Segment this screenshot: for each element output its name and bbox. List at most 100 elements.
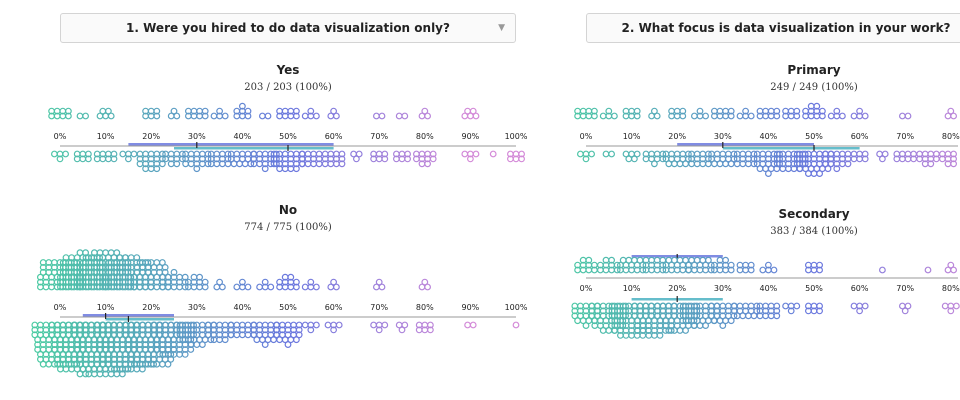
response-dot (950, 150, 957, 158)
question-selector-2[interactable]: 2. What focus is data visualization in y… (586, 13, 960, 43)
response-dot (62, 150, 69, 158)
response-dot (753, 307, 761, 315)
response-dot (518, 150, 525, 158)
response-dot (187, 336, 195, 344)
response-dot (773, 112, 781, 120)
response-dot (404, 150, 412, 158)
response-dot (736, 112, 744, 120)
response-dot (819, 112, 826, 120)
response-dot (421, 107, 429, 115)
response-dot (113, 249, 121, 257)
response-dot (76, 249, 84, 257)
response-dot (338, 150, 346, 158)
response-dot (170, 107, 178, 115)
response-dot (161, 264, 169, 271)
response-dot (464, 321, 472, 329)
response-dot (611, 112, 618, 120)
response-dot (793, 107, 801, 115)
tick-label: 50% (805, 284, 823, 293)
response-dot (727, 112, 735, 120)
response-dot (904, 112, 912, 120)
tick-label: 10% (623, 132, 641, 141)
response-dot (153, 165, 161, 173)
response-dot (651, 160, 658, 168)
response-dot (696, 322, 704, 330)
range-bar-bottom (105, 318, 174, 321)
response-dot (461, 150, 469, 158)
tick-label: 60% (851, 284, 869, 293)
response-dot (370, 321, 378, 329)
response-dot (613, 266, 621, 274)
response-dot (335, 321, 343, 329)
response-dot (153, 107, 161, 115)
tick-label: 90% (462, 132, 480, 141)
response-dot (722, 256, 729, 264)
response-dot (727, 261, 735, 269)
response-dot (196, 273, 204, 281)
response-dot (816, 307, 823, 315)
response-dot (773, 307, 781, 315)
response-dot (293, 336, 300, 344)
response-dot (671, 256, 678, 264)
tick-label: 50% (279, 132, 297, 141)
response-dot (84, 150, 92, 158)
response-dot (750, 150, 758, 158)
response-dot (819, 107, 826, 115)
response-dot (816, 266, 823, 274)
response-dot (682, 160, 689, 168)
response-dot (102, 249, 109, 257)
chevron-down-icon: ▼ (498, 23, 505, 33)
response-dot (656, 332, 664, 339)
response-dot (727, 317, 735, 325)
response-dot (950, 112, 957, 120)
response-dot (284, 341, 292, 349)
response-dot (64, 107, 72, 115)
response-dot (375, 326, 383, 334)
response-dot (158, 360, 166, 368)
response-dot (605, 327, 613, 334)
response-dot (773, 312, 781, 320)
response-dot (608, 256, 615, 264)
response-dot (181, 273, 189, 281)
response-dot (693, 256, 701, 264)
tick-label: 80% (416, 132, 434, 141)
response-dot (429, 155, 437, 163)
response-dot (947, 261, 955, 269)
response-dot (287, 273, 295, 281)
response-dot (899, 112, 906, 120)
response-dot (264, 112, 272, 120)
response-dot (861, 155, 869, 163)
response-dot (711, 160, 718, 168)
response-dot (759, 266, 767, 274)
response-dot (301, 283, 309, 291)
response-dot (204, 150, 212, 158)
response-dot (110, 150, 118, 158)
response-dot (702, 322, 709, 330)
chart-subtitle: 203 / 203 (100%) (244, 82, 332, 93)
response-dot (424, 160, 432, 168)
response-dot (653, 112, 661, 120)
tick-label: 20% (668, 132, 686, 141)
response-dot (150, 360, 158, 368)
response-dot (469, 107, 477, 115)
tick-label: 40% (234, 303, 252, 312)
response-dot (585, 256, 593, 264)
response-dot (424, 283, 432, 291)
response-dot (753, 302, 761, 310)
response-dot (158, 150, 166, 158)
tick-label: 0% (580, 284, 593, 293)
response-dot (119, 150, 127, 158)
response-dot (221, 112, 229, 120)
response-dot (833, 107, 841, 115)
response-dot (688, 256, 695, 264)
question-selector-1[interactable]: 1. Were you hired to do data visualizati… (60, 13, 516, 43)
range-bar-top (128, 143, 334, 146)
response-dot (395, 112, 403, 120)
response-dot (378, 283, 386, 291)
response-dot (950, 155, 957, 163)
response-dot (210, 112, 218, 120)
response-dot (770, 266, 778, 274)
response-dot (381, 321, 389, 329)
response-dot (99, 107, 107, 115)
response-dot (599, 112, 607, 120)
